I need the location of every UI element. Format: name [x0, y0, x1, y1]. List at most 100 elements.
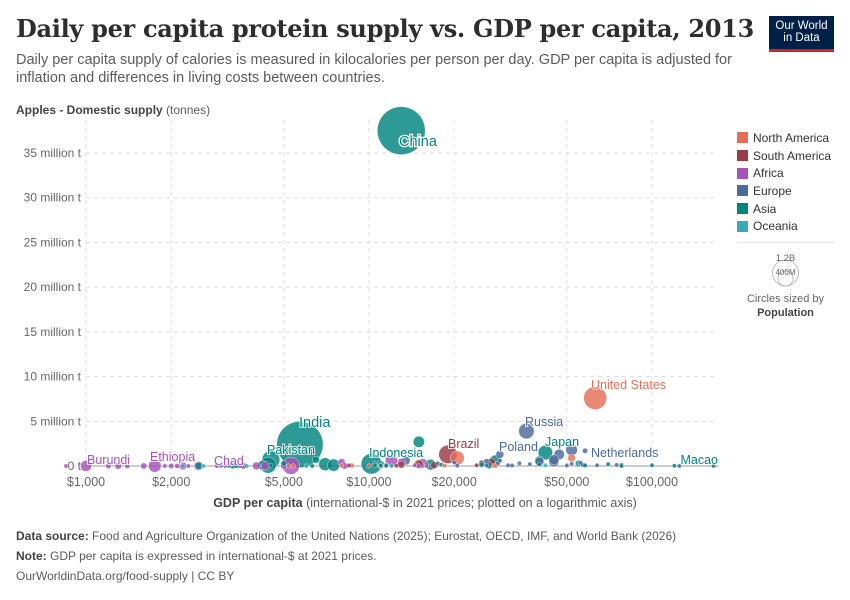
data-point-macao[interactable]: [711, 463, 716, 469]
y-axis-label-bold: Apples - Domestic supply: [16, 103, 163, 117]
data-point-paraguay[interactable]: [394, 463, 399, 469]
point-label-macao: Macao: [680, 453, 718, 467]
legend-item-north-america[interactable]: North America: [737, 129, 831, 147]
chart-title: Daily per capita protein supply vs. GDP …: [16, 14, 754, 43]
data-point-mongolia[interactable]: [383, 463, 389, 469]
data-point-tajikistan[interactable]: [226, 462, 232, 468]
data-point-libya[interactable]: [412, 462, 418, 468]
data-point-russia[interactable]: [518, 423, 535, 440]
data-point-brunei[interactable]: [619, 463, 624, 469]
data-point-el-salvador[interactable]: [339, 463, 344, 469]
legend-label: Oceania: [753, 219, 798, 234]
data-point-congo-dr[interactable]: [80, 460, 92, 472]
data-point-armenia[interactable]: [372, 462, 378, 468]
data-point-norway[interactable]: [614, 462, 620, 468]
data-point-croatia[interactable]: [484, 462, 489, 468]
data-point-botswana[interactable]: [416, 463, 422, 469]
data-point-kuwait[interactable]: [582, 463, 588, 468]
data-point-rwanda[interactable]: [162, 463, 168, 469]
data-point-china[interactable]: [377, 106, 426, 155]
data-point-portugal[interactable]: [517, 460, 522, 466]
data-point-solomon-islands[interactable]: [201, 463, 206, 469]
footer-note: Note: GDP per capita is expressed in int…: [16, 549, 377, 563]
data-point-india[interactable]: [276, 421, 324, 468]
legend-item-europe[interactable]: Europe: [737, 182, 831, 200]
data-point-madagascar[interactable]: [140, 462, 148, 470]
legend-swatch: [737, 220, 748, 232]
source-text: Food and Agriculture Organization of the…: [92, 529, 677, 543]
data-point-bolivia[interactable]: [346, 463, 352, 468]
data-point-ireland[interactable]: [594, 462, 600, 468]
data-point-samoa[interactable]: [303, 463, 309, 469]
data-point-vanuatu[interactable]: [218, 463, 224, 469]
data-point-malawi[interactable]: [124, 463, 131, 469]
data-point-bulgaria[interactable]: [454, 463, 460, 468]
logo-line-1: Our World: [775, 19, 828, 32]
y-tick-label: 35 million t: [24, 146, 82, 160]
point-label-burundi: Burundi: [87, 453, 130, 467]
legend-item-south-america[interactable]: South America: [737, 147, 831, 165]
data-point-burkina-faso[interactable]: [168, 463, 175, 469]
data-point-peru[interactable]: [397, 460, 405, 469]
data-point-costa-rica[interactable]: [442, 463, 448, 469]
note-text: GDP per capita is expressed in internati…: [50, 549, 377, 563]
data-point-burundi[interactable]: [63, 463, 69, 469]
data-point-georgia[interactable]: [378, 463, 384, 469]
point-label-poland: Poland: [499, 440, 538, 454]
legend-item-oceania[interactable]: Oceania: [737, 217, 831, 235]
point-label-china: China: [399, 134, 438, 150]
data-point-mozambique[interactable]: [114, 462, 122, 470]
data-point-ethiopia[interactable]: [148, 459, 162, 473]
data-point-qatar[interactable]: [672, 463, 677, 469]
data-point-czechia[interactable]: [527, 461, 533, 467]
owid-logo[interactable]: Our World in Data: [769, 16, 834, 52]
data-point-finland[interactable]: [564, 463, 570, 468]
data-point-kenya[interactable]: [260, 461, 270, 471]
data-point-hungary[interactable]: [497, 458, 503, 464]
data-points: [63, 106, 716, 475]
data-point-trinidad-and-tobago[interactable]: [493, 463, 498, 469]
legend-item-asia[interactable]: Asia: [737, 200, 831, 218]
data-point-netherlands[interactable]: [582, 447, 588, 454]
data-point-luxembourg[interactable]: [677, 463, 682, 469]
legend-label: Africa: [753, 166, 784, 181]
data-point-sudan[interactable]: [252, 461, 261, 471]
data-point-singapore[interactable]: [649, 462, 655, 468]
legend-item-africa[interactable]: Africa: [737, 164, 831, 182]
data-point-uzbekistan[interactable]: [312, 455, 320, 464]
x-axis-label: GDP per capita (international-$ in 2021 …: [0, 496, 850, 510]
data-point-lithuania[interactable]: [505, 462, 511, 468]
data-point-uruguay[interactable]: [474, 462, 479, 468]
data-point-united-states[interactable]: [583, 386, 607, 410]
data-point-belarus[interactable]: [451, 460, 457, 465]
data-point-kazakhstan[interactable]: [478, 461, 485, 468]
data-point-fiji[interactable]: [389, 463, 394, 469]
data-point-jamaica[interactable]: [366, 463, 372, 469]
data-point-syria[interactable]: [280, 460, 287, 467]
y-tick-label: 25 million t: [24, 235, 82, 249]
x-axis-label-bold: GDP per capita: [213, 496, 303, 510]
footer-url[interactable]: OurWorldinData.org/food-supply | CC BY: [16, 569, 234, 583]
source-url[interactable]: OurWorldinData.org/food-supply | CC BY: [16, 569, 235, 583]
data-point-canada[interactable]: [567, 453, 576, 462]
data-point-gabon[interactable]: [424, 463, 430, 469]
data-point-belgium[interactable]: [569, 461, 575, 467]
data-point-papua-new-guinea[interactable]: [244, 463, 250, 469]
data-point-cambodia[interactable]: [233, 463, 240, 469]
data-point-iran[interactable]: [412, 435, 425, 448]
data-point-uae[interactable]: [605, 461, 611, 467]
point-label-indonesia: Indonesia: [369, 446, 423, 460]
data-point-new-zealand[interactable]: [542, 462, 548, 468]
data-point-israel[interactable]: [536, 461, 542, 467]
data-point-italy[interactable]: [548, 454, 560, 465]
data-point-nicaragua[interactable]: [286, 463, 292, 469]
data-point-niger[interactable]: [105, 463, 112, 469]
data-point-guinea[interactable]: [185, 463, 191, 469]
data-point-japan[interactable]: [537, 445, 553, 461]
data-point-laos[interactable]: [309, 463, 315, 469]
data-point-honduras[interactable]: [290, 463, 296, 469]
data-point-mali[interactable]: [174, 463, 180, 469]
data-point-kyrgyzstan[interactable]: [268, 462, 274, 468]
data-point-kiribati[interactable]: [180, 463, 186, 469]
